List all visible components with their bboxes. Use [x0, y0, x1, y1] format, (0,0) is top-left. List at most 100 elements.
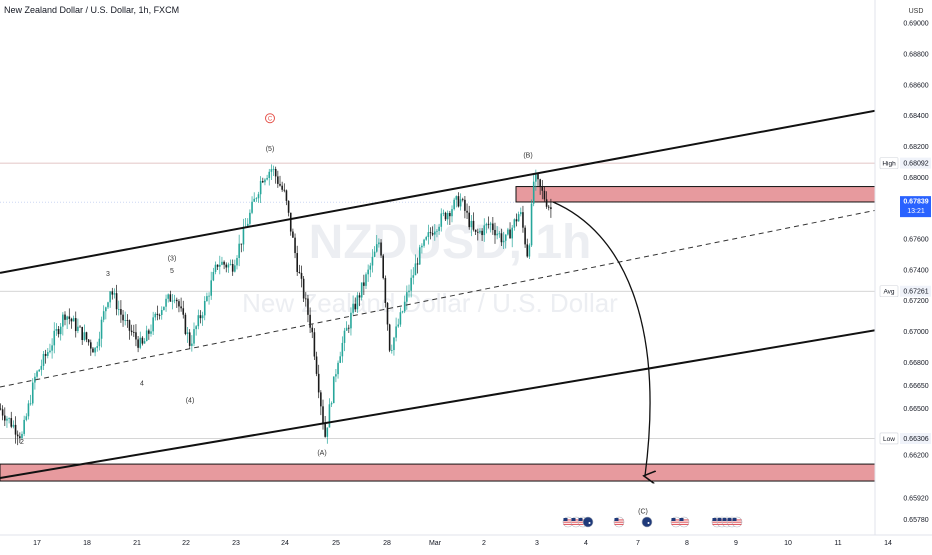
candle-body [90, 342, 92, 349]
candle-body [163, 306, 165, 311]
chart-title: New Zealand Dollar / U.S. Dollar, 1h, FX… [4, 5, 179, 15]
high-price-badge: High 0.68092 [879, 157, 931, 169]
candle-body [115, 293, 118, 310]
candle-body [386, 302, 389, 325]
candle-body [287, 200, 290, 213]
candle-body [148, 330, 150, 334]
candle-body [257, 194, 260, 199]
svg-text:Low: Low [883, 436, 895, 443]
price-tick-label: 0.68200 [903, 144, 928, 151]
candle-body [296, 253, 298, 272]
price-tick-label: 0.68400 [903, 113, 928, 120]
channel-midline[interactable] [0, 198, 932, 388]
us-flag-icon[interactable] [670, 516, 682, 528]
candle-body [124, 320, 126, 321]
resistance-zone[interactable] [515, 186, 899, 203]
candle-body [483, 225, 486, 236]
candle-body [38, 369, 40, 372]
candle-body [418, 247, 421, 265]
candle-body [47, 352, 49, 356]
candle-body [6, 418, 8, 421]
candle-body [126, 320, 129, 321]
lower-channel-line[interactable] [0, 319, 932, 479]
price-axis[interactable]: USD 0.69000 0.68800 0.68600 0.68400 0.68200 0… [874, 0, 932, 535]
candle-body [51, 345, 53, 351]
candle-body [57, 328, 60, 335]
currency-label: USD [909, 8, 924, 15]
candle-body [12, 424, 15, 427]
candle-body [128, 320, 131, 331]
candle-body [262, 181, 264, 183]
candle-body [526, 244, 529, 257]
candle-body [113, 293, 116, 295]
candlestick-series [0, 164, 552, 446]
candle-body [176, 299, 178, 302]
candle-body [330, 403, 333, 405]
candle-body [406, 292, 408, 302]
candle-body [328, 404, 331, 428]
candle-body [395, 326, 397, 338]
watermark-name: New Zealand Dollar / U.S. Dollar [242, 288, 618, 318]
australia-flag-icon[interactable] [641, 516, 653, 528]
candle-body [378, 242, 380, 245]
upper-channel-line[interactable] [0, 99, 932, 274]
projection-arrow[interactable] [552, 201, 650, 476]
candle-body [487, 223, 490, 225]
time-tick-label: 23 [232, 540, 240, 547]
time-tick-label: 4 [584, 540, 588, 547]
price-tick-label: 0.66650 [903, 383, 928, 390]
us-flag-icon[interactable] [613, 516, 625, 528]
candle-body [550, 207, 552, 210]
time-axis[interactable]: 17 18 21 22 23 24 25 28 Mar 2 3 4 7 8 9 10 11 14 [0, 534, 932, 547]
wave-c-marker [265, 113, 275, 124]
candle-body [70, 318, 73, 322]
candle-body [449, 212, 451, 217]
candle-body [391, 350, 393, 351]
candle-body [532, 181, 535, 204]
candle-body [380, 242, 382, 256]
candle-body [203, 301, 206, 316]
candle-body [315, 356, 318, 374]
us-flag-icon[interactable] [731, 516, 743, 528]
wave-label: 5 [170, 268, 174, 275]
candle-body [302, 278, 305, 299]
candle-body [294, 237, 296, 254]
candle-body [444, 212, 447, 220]
candle-body [19, 436, 21, 438]
candle-body [489, 223, 492, 225]
candle-body [255, 198, 258, 200]
candle-body [68, 316, 71, 319]
candle-body [371, 256, 374, 266]
candle-body [160, 310, 163, 315]
candle-body [474, 229, 477, 232]
us-flag-icon[interactable] [678, 516, 690, 528]
candle-body [109, 291, 111, 303]
price-tick-label: 0.66500 [903, 406, 928, 413]
candle-body [44, 353, 47, 356]
economic-event-flags[interactable] [562, 516, 743, 528]
australia-flag-icon[interactable] [582, 516, 594, 528]
candle-body [517, 214, 520, 222]
support-zone[interactable] [0, 463, 899, 482]
candle-body [425, 237, 427, 240]
candle-body [530, 203, 533, 246]
candle-body [504, 234, 507, 241]
candle-body [107, 302, 109, 308]
candle-body [343, 330, 346, 343]
candle-body [481, 230, 483, 236]
price-tick-label: 0.67000 [903, 329, 928, 336]
candle-body [264, 179, 266, 183]
candle-body [384, 278, 387, 303]
candle-body [388, 324, 391, 351]
candle-body [535, 174, 537, 182]
price-tick-label: 0.67600 [903, 236, 928, 243]
candle-body [223, 261, 225, 265]
candle-body [500, 233, 503, 243]
wave-label: 2 [20, 439, 24, 446]
candle-body [494, 229, 496, 236]
wave-label: (C) [638, 508, 648, 515]
candle-body [197, 315, 200, 327]
candle-body [137, 339, 139, 348]
